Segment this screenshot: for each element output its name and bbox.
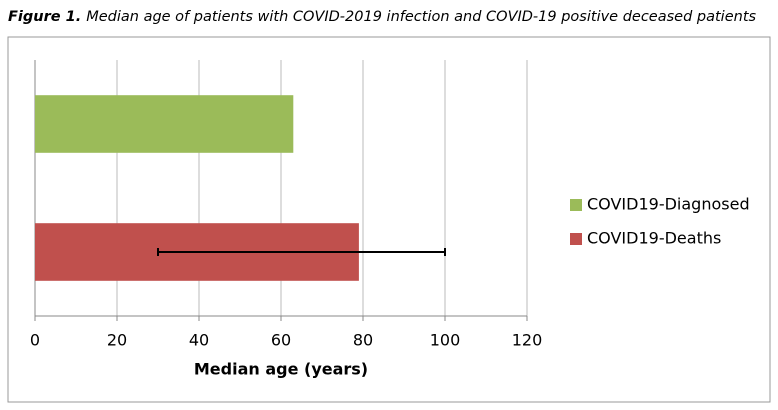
x-tick-label: 60	[271, 331, 291, 350]
bar	[35, 95, 294, 153]
x-tick-label: 20	[107, 331, 127, 350]
x-tick-label: 120	[512, 331, 543, 350]
legend-swatch	[570, 233, 582, 245]
figure-label: Figure 1.	[8, 9, 81, 25]
legend-label: COVID19-Diagnosed	[587, 195, 750, 214]
legend-swatch	[570, 199, 582, 211]
x-tick-label: 80	[353, 331, 373, 350]
x-tick-label: 40	[189, 331, 209, 350]
title-text: Median age of patients with COVID-2019 i…	[86, 9, 756, 25]
x-tick-label: 0	[30, 331, 40, 350]
x-axis-label: Median age (years)	[194, 360, 368, 379]
x-tick-label: 100	[430, 331, 461, 350]
chart-title: Figure 1. Median age of patients with COV…	[8, 9, 757, 25]
legend-label: COVID19-Deaths	[587, 229, 721, 248]
chart-frame	[7, 36, 771, 403]
